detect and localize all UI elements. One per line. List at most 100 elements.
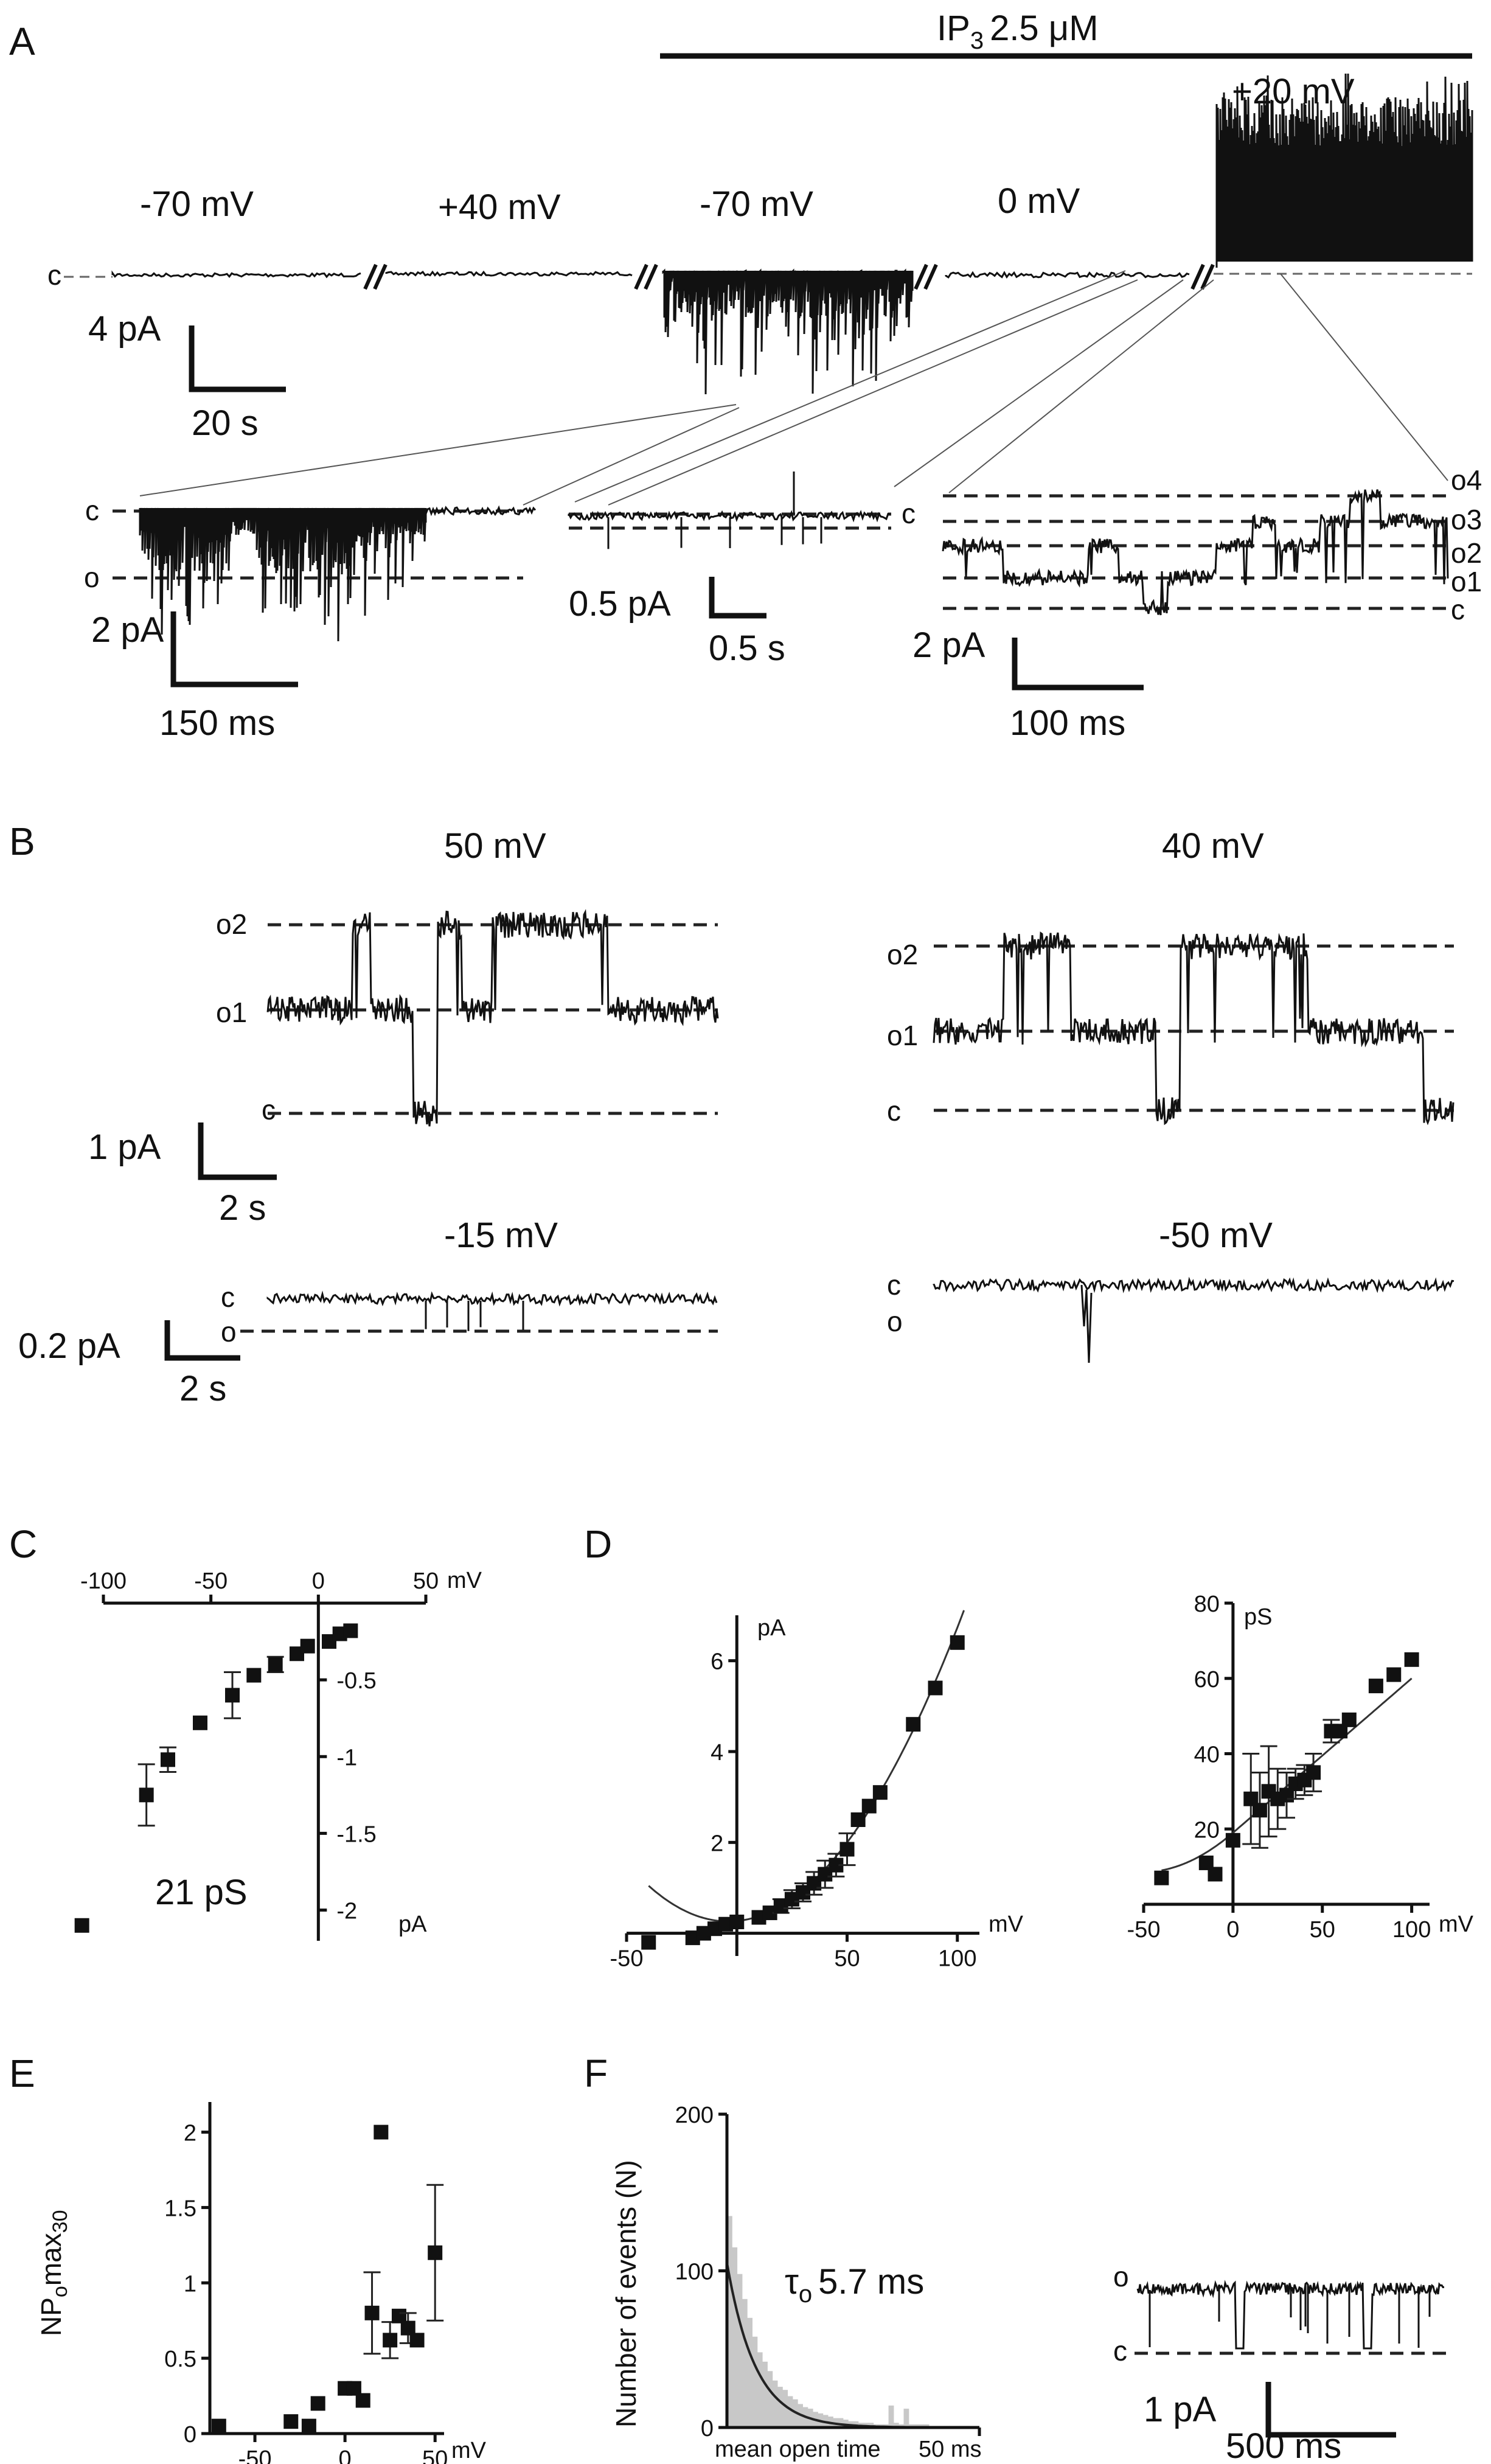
chart-d2-x-tick-label: 50: [1310, 1917, 1335, 1943]
scale-time: 20 s: [192, 403, 259, 443]
f-histogram-bar: [868, 2423, 874, 2427]
inset1-scale-time: 150 ms: [159, 703, 275, 743]
bm15-level-c: c: [221, 1281, 235, 1313]
f-histogram-bar: [914, 2424, 919, 2427]
break-mark: [363, 263, 378, 290]
chart-d2-data-point: [1404, 1652, 1419, 1667]
chart-d2-data-point: [1225, 1832, 1240, 1848]
chart-c-data-point: [343, 1623, 358, 1638]
chart-d2-y-tick-label: 40: [1194, 1742, 1220, 1768]
scale-current: 4 pA: [88, 309, 161, 349]
break-mark: [1200, 263, 1215, 290]
chart-e-data-point: [211, 2418, 226, 2434]
panel-label-c: C: [9, 1522, 37, 1566]
b50-steps: [266, 909, 719, 1127]
panel-c: C -100 -50 0 50 -0.5 -1 -1.5 -2 mV pA 21 pS: [9, 1522, 482, 1941]
f-trace-line: [1136, 2280, 1445, 2350]
chart-d1-data-point: [906, 1717, 921, 1732]
chart-d2-data-point: [1154, 1870, 1169, 1885]
chart-d1-fit-curve: [648, 1610, 965, 1923]
chart-c-y-tick-label: -1.5: [336, 1822, 376, 1847]
chart-d1-data-point: [850, 1812, 866, 1827]
chart-d1-y-tick-label: 4: [711, 1740, 723, 1766]
chart-d2-data-point: [1368, 1679, 1383, 1694]
chart-e-data-point: [374, 2125, 389, 2140]
f-histogram-bar: [893, 2423, 899, 2427]
chart-d2-y-tick-label: 80: [1194, 1592, 1220, 1617]
voltage-label-1: -70 mV: [140, 184, 254, 224]
f-trace-level-c: c: [1113, 2335, 1127, 2367]
b-scale-top-time: 2 s: [219, 1188, 266, 1228]
chart-d2-data-point: [1306, 1765, 1321, 1780]
chart-d1-y-tick-label: 2: [711, 1831, 723, 1856]
main-traces: [111, 73, 1473, 395]
chart-d1-data-point: [839, 1842, 855, 1857]
chart-d1-data-point: [872, 1785, 888, 1800]
inset-1: c o 2 pA 150 ms: [84, 495, 537, 743]
chart-e-data-point: [428, 2245, 443, 2260]
b-scale-bottom-time: 2 s: [179, 1369, 226, 1408]
chart-d2-y-tick-label: 60: [1194, 1667, 1220, 1693]
chart-d2-data-point: [1341, 1712, 1357, 1727]
bm15-level-o: o: [221, 1316, 237, 1348]
b50-level-o2: o2: [216, 908, 247, 940]
f-histogram-bar: [767, 2371, 773, 2427]
break-mark: [914, 263, 928, 290]
f-histogram-bar: [777, 2387, 783, 2427]
voltage-label-2: +40 mV: [438, 187, 561, 227]
break-mark: [923, 263, 938, 290]
inset1-closed-label: c: [85, 495, 99, 526]
f-histogram-bar: [782, 2390, 788, 2427]
inset-2: c 0.5 pA 0.5 s: [568, 472, 916, 668]
inset3-level-o1: o1: [1451, 566, 1482, 597]
chart-c-x-tick-label: -100: [80, 1568, 127, 1594]
chart-e-y-tick-label: 1.5: [164, 2196, 196, 2221]
chart-e-y-tick-label: 1: [184, 2271, 196, 2297]
bm15-noise: [266, 1290, 718, 1307]
inset2-scale-time: 0.5 s: [709, 628, 785, 668]
chart-c-x-tick-label: -50: [194, 1568, 228, 1594]
chart-d1-x-unit: mV: [989, 1912, 1024, 1937]
chart-d1-data-point: [928, 1680, 943, 1696]
f-y-tick-label: 100: [675, 2260, 714, 2285]
f-scale-current: 1 pA: [1144, 2390, 1217, 2429]
f-histogram-bar: [853, 2421, 859, 2427]
trace-plus40-control: [385, 270, 633, 277]
panel-label-b: B: [9, 820, 35, 863]
b-voltage-50: 50 mV: [444, 826, 546, 866]
break-mark: [373, 263, 388, 290]
chart-d1-data-point: [729, 1915, 745, 1929]
b40-level-o2: o2: [887, 939, 918, 970]
f-histogram-bar: [787, 2396, 793, 2427]
panel-label-f: F: [584, 2052, 608, 2095]
f-y-tick-label: 200: [675, 2103, 714, 2128]
c-conductance-annotation: 21 pS: [155, 1873, 248, 1912]
f-histogram-bar: [908, 2424, 914, 2427]
bm50-event: [1080, 1284, 1093, 1363]
chart-d2-x-tick-label: 100: [1392, 1917, 1431, 1943]
inset2-closed-label: c: [902, 498, 916, 529]
f-trace: [1136, 2280, 1445, 2350]
chart-c-iv: -100 -50 0 50 -0.5 -1 -1.5 -2 mV pA: [74, 1568, 482, 1941]
panel-label-d: D: [584, 1522, 612, 1566]
f-histogram-bar: [742, 2299, 748, 2427]
f-histogram-bar: [888, 2405, 894, 2427]
chart-d2-x-tick-label: -50: [1127, 1917, 1161, 1943]
f-histogram-bar: [919, 2424, 925, 2427]
f-xlabel-unit: 50 ms: [919, 2437, 981, 2462]
b-trace-minus50mv: [933, 1276, 1455, 1363]
f-histogram-bar: [903, 2409, 909, 2427]
bm50-noise: [933, 1276, 1455, 1293]
f-histogram-bar: [737, 2274, 743, 2427]
voltage-label-4: 0 mV: [998, 181, 1080, 221]
chart-d1-x-tick-label: -50: [610, 1946, 644, 1972]
inset3-level-c: c: [1451, 594, 1465, 625]
f-ylabel: Number of events (N): [610, 2160, 642, 2427]
b50-level-c: c: [262, 1094, 276, 1126]
b-trace-50mv: [266, 909, 719, 1127]
b40-level-c: c: [887, 1095, 901, 1127]
chart-d2-data-point: [1252, 1803, 1267, 1818]
panel-e: E -50 0 50 0 0.5 1 1.5 2 mV NPomax30: [9, 2052, 487, 2464]
